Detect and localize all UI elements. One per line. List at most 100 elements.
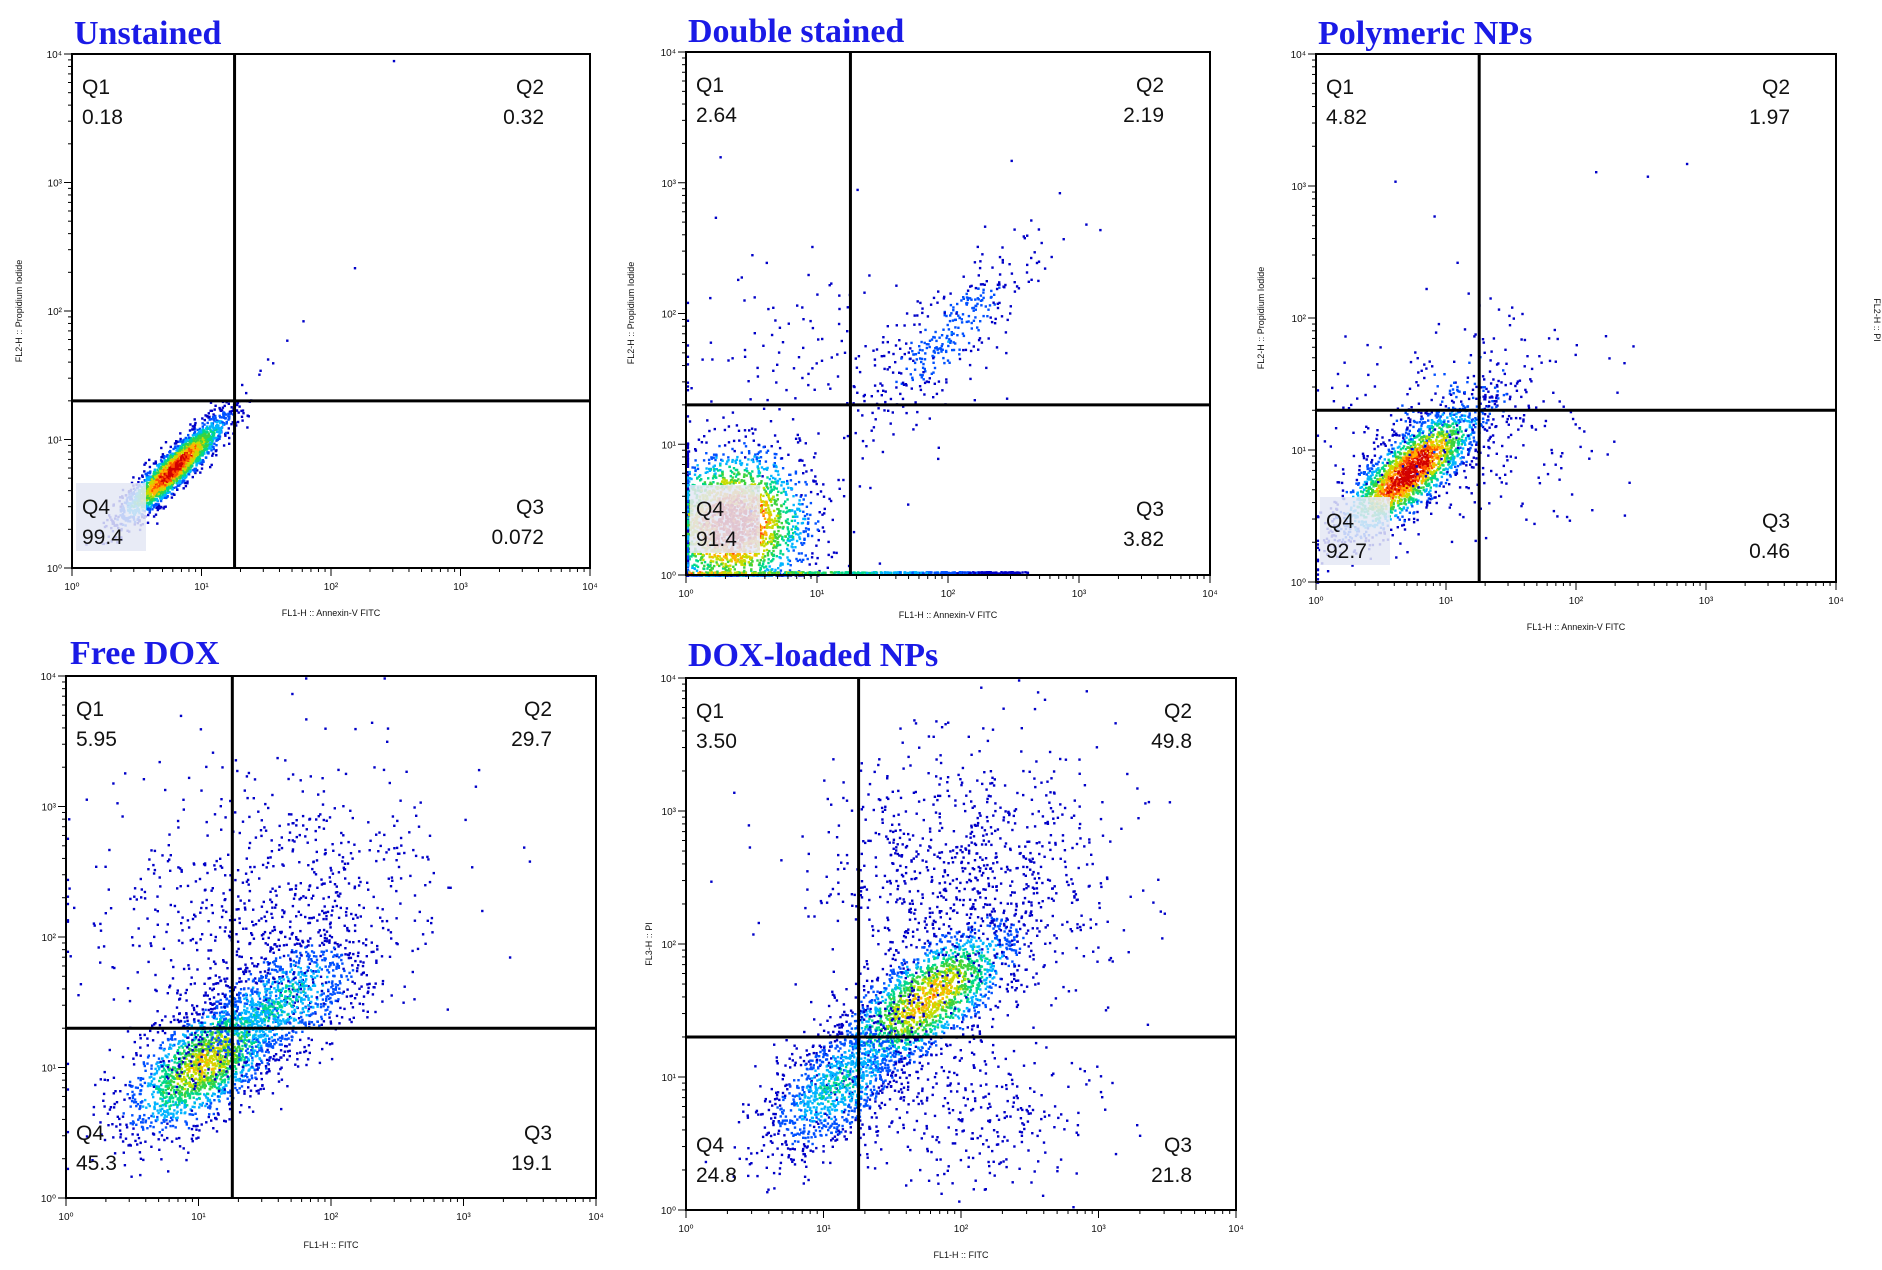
event-dot (801, 503, 804, 506)
event-dot (215, 454, 218, 457)
event-dot (184, 447, 187, 451)
event-dot (184, 449, 188, 453)
event-dot (794, 437, 798, 440)
event-dot (190, 454, 194, 458)
event-dot (691, 553, 694, 556)
event-dot (170, 481, 173, 484)
event-dot (185, 448, 189, 451)
event-dot (165, 496, 168, 500)
event-dot (760, 543, 763, 547)
event-dot (743, 442, 746, 445)
event-dot (998, 273, 1002, 276)
event-dot (162, 467, 166, 471)
event-dot (193, 470, 196, 473)
event-dot (179, 450, 182, 454)
event-dot (829, 499, 833, 503)
event-dot (179, 432, 182, 435)
event-dot (732, 554, 735, 557)
event-dot (241, 419, 244, 422)
event-dot (831, 518, 834, 522)
event-dot (211, 422, 215, 425)
event-dot (156, 477, 159, 480)
event-dot (150, 478, 154, 481)
event-dot (158, 481, 161, 484)
event-dot (202, 446, 206, 449)
event-dot (185, 458, 188, 461)
event-dot (195, 457, 199, 460)
event-dot (207, 412, 210, 415)
event-dot (183, 458, 186, 461)
event-dot (810, 469, 813, 472)
event-dot (192, 447, 195, 450)
event-dot (958, 357, 962, 361)
event-dot (1037, 279, 1040, 283)
event-dot (189, 456, 193, 459)
event-dot (962, 348, 965, 352)
event-dot (962, 334, 966, 338)
event-dot (686, 550, 690, 553)
event-dot (700, 478, 703, 481)
event-dot (777, 517, 780, 520)
event-dot (726, 569, 729, 572)
event-dot (686, 493, 690, 497)
event-dot (211, 425, 214, 428)
event-dot (773, 523, 776, 526)
event-dot (686, 452, 690, 456)
event-dot (179, 456, 183, 459)
event-dot (201, 460, 205, 463)
event-dot (750, 479, 754, 483)
event-dot (165, 455, 168, 458)
event-dot (940, 334, 944, 337)
event-dot (152, 489, 156, 492)
event-dot (179, 463, 182, 467)
event-dot (776, 482, 779, 485)
event-dot (779, 552, 782, 555)
event-dot (145, 483, 148, 487)
event-dot (717, 469, 720, 472)
event-dot (204, 448, 207, 451)
event-dot (708, 469, 712, 472)
event-dot (201, 449, 204, 453)
event-dot (806, 533, 810, 536)
q1-label: Q1 (82, 76, 110, 99)
event-dot (158, 495, 162, 498)
event-dot (735, 458, 738, 461)
event-dot (765, 526, 769, 529)
event-dot (163, 491, 167, 494)
event-dot (925, 346, 929, 350)
event-dot (881, 341, 885, 344)
event-dot (708, 555, 711, 559)
event-dot (145, 473, 149, 476)
event-dot (791, 509, 794, 512)
event-dot (856, 391, 859, 394)
event-dot (903, 324, 906, 327)
event-dot (166, 486, 169, 489)
event-dot (962, 275, 965, 278)
event-dot (203, 418, 206, 422)
tick-label: 10⁴ (582, 582, 597, 593)
event-dot (189, 438, 192, 442)
event-dot (148, 508, 152, 511)
event-dot (212, 445, 215, 449)
event-dot (709, 568, 712, 572)
event-dot (146, 504, 150, 508)
event-dot (741, 559, 744, 563)
event-dot (903, 352, 906, 356)
event-dot (201, 417, 204, 420)
event-dot (1013, 281, 1016, 284)
event-dot (208, 418, 211, 421)
event-dot (723, 428, 727, 432)
event-dot (998, 286, 1001, 289)
event-dot (691, 466, 694, 469)
event-dot (219, 409, 222, 412)
event-dot (913, 368, 917, 371)
event-dot (182, 439, 185, 442)
event-dot (230, 406, 233, 409)
event-dot (777, 567, 780, 570)
event-dot (767, 558, 770, 561)
event-dot (157, 491, 160, 494)
event-dot (173, 453, 176, 456)
event-dot (772, 549, 775, 553)
event-dot (155, 503, 158, 507)
